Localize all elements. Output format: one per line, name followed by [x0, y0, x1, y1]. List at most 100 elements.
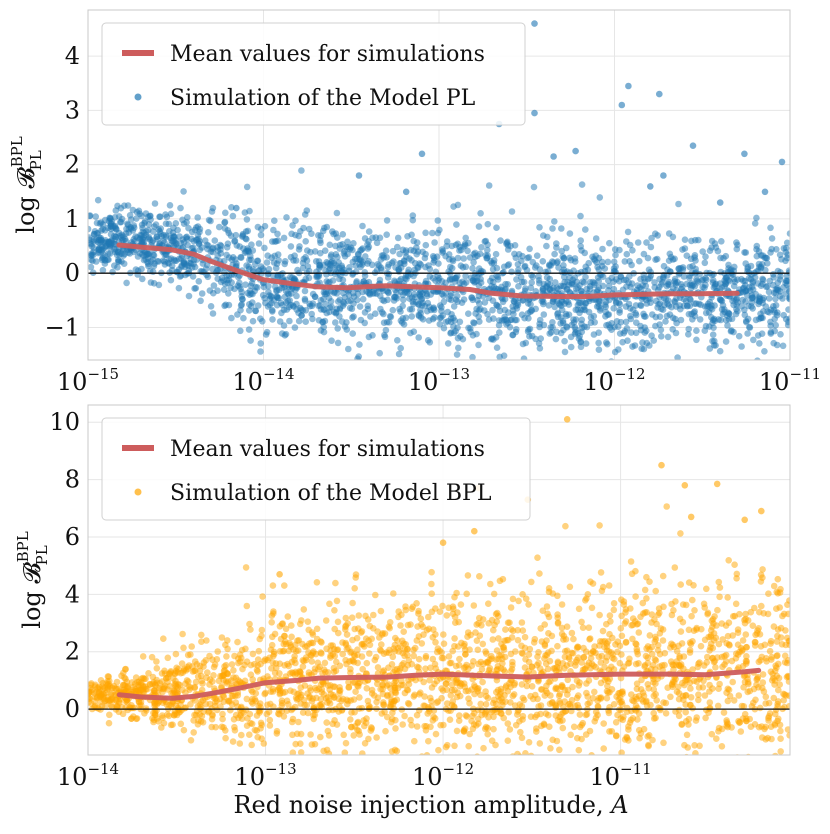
scatter-point — [352, 574, 359, 581]
scatter-point — [591, 718, 598, 725]
scatter-point — [693, 327, 700, 334]
scatter-point — [523, 595, 530, 602]
scatter-point — [346, 264, 353, 271]
scatter-point — [543, 243, 550, 250]
scatter-point — [753, 676, 760, 683]
scatter-point — [757, 657, 764, 664]
scatter-point — [574, 702, 581, 709]
scatter-point — [679, 721, 686, 728]
scatter-point — [605, 277, 612, 284]
scatter-point — [715, 363, 722, 370]
scatter-point — [559, 601, 566, 608]
scatter-point — [738, 728, 745, 735]
scatter-point — [764, 255, 771, 262]
scatter-point — [567, 584, 574, 591]
scatter-point — [554, 685, 561, 692]
scatter-point — [244, 603, 251, 610]
scatter-point — [247, 337, 254, 344]
y-tick-label: 2 — [65, 151, 80, 179]
scatter-point — [120, 670, 127, 677]
scatter-point — [577, 243, 584, 250]
scatter-point — [604, 695, 611, 702]
scatter-point — [373, 654, 380, 661]
scatter-point — [643, 328, 650, 335]
scatter-point — [269, 238, 276, 245]
scatter-point — [88, 252, 95, 259]
scatter-point — [256, 636, 263, 643]
scatter-point — [264, 259, 271, 266]
scatter-point — [780, 343, 787, 350]
scatter-point — [765, 590, 772, 597]
scatter-point — [237, 328, 244, 335]
scatter-point-outlier — [741, 151, 748, 158]
scatter-point — [327, 691, 334, 698]
scatter-point — [660, 740, 667, 747]
scatter-point — [158, 724, 165, 731]
scatter-point — [497, 237, 504, 244]
scatter-point — [775, 576, 782, 583]
scatter-point — [376, 763, 383, 770]
scatter-point — [578, 619, 585, 626]
scatter-point — [456, 656, 463, 663]
scatter-point — [228, 315, 235, 322]
scatter-point — [272, 631, 279, 638]
scatter-point — [557, 718, 564, 725]
scatter-point — [693, 714, 700, 721]
scatter-point — [583, 712, 590, 719]
scatter-point-outlier — [550, 153, 557, 160]
scatter-point — [618, 319, 625, 326]
scatter-point — [569, 281, 576, 288]
scatter-point — [92, 694, 99, 701]
scatter-point — [292, 324, 299, 331]
scatter-point — [490, 297, 497, 304]
scatter-point — [493, 701, 500, 708]
scatter-point — [742, 616, 749, 623]
scatter-point — [181, 727, 188, 734]
scatter-point — [554, 311, 561, 318]
scatter-point — [577, 299, 584, 306]
scatter-point — [138, 266, 145, 273]
scatter-point — [663, 700, 670, 707]
scatter-point — [269, 308, 276, 315]
scatter-point — [140, 653, 147, 660]
scatter-point — [227, 707, 234, 714]
scatter-point — [586, 624, 593, 631]
scatter-point — [140, 686, 147, 693]
scatter-point — [715, 703, 722, 710]
scatter-point — [330, 231, 337, 238]
scatter-point — [464, 713, 471, 720]
x-tick-base: 10 — [232, 368, 263, 396]
scatter-point — [174, 227, 181, 234]
scatter-point — [496, 354, 503, 361]
scatter-point — [443, 781, 450, 788]
scatter-point — [196, 229, 203, 236]
scatter-point — [390, 258, 397, 265]
x-tick-label: 10−15 — [57, 365, 119, 396]
scatter-point — [632, 342, 639, 349]
scatter-point — [305, 618, 312, 625]
scatter-point — [627, 605, 634, 612]
scatter-point — [509, 332, 516, 339]
scatter-point — [525, 601, 532, 608]
scatter-point — [330, 683, 337, 690]
scatter-point — [421, 723, 428, 730]
scatter-point — [596, 612, 603, 619]
scatter-point — [714, 607, 721, 614]
scatter-point — [677, 530, 684, 537]
scatter-point — [364, 260, 371, 267]
scatter-point — [118, 234, 125, 241]
scatter-point — [734, 295, 741, 302]
scatter-point — [576, 747, 583, 754]
scatter-point — [527, 301, 534, 308]
scatter-point — [681, 273, 688, 280]
scatter-point — [239, 715, 246, 722]
scatter-point — [186, 260, 193, 267]
scatter-point — [558, 248, 565, 255]
scatter-point — [428, 698, 435, 705]
scatter-point — [411, 738, 418, 745]
scatter-point — [752, 632, 759, 639]
scatter-point — [750, 337, 757, 344]
scatter-point — [482, 299, 489, 306]
scatter-point — [583, 680, 590, 687]
scatter-point — [279, 330, 286, 337]
